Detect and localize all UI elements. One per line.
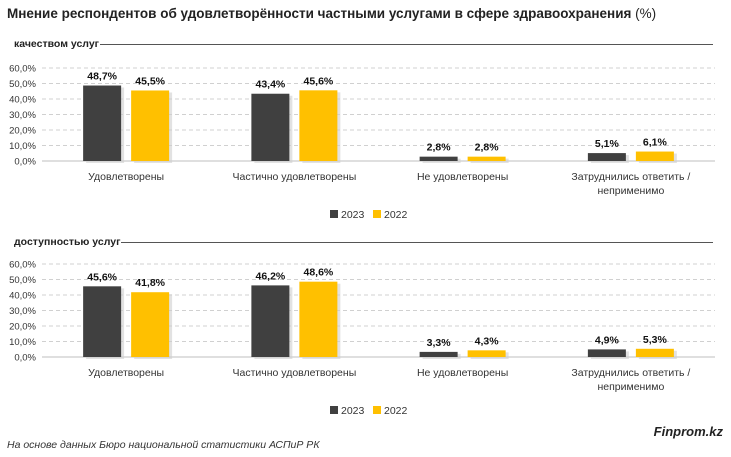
bar-2023-3	[587, 153, 626, 161]
panel-2-chart: 0,0% 10,0% 20,0% 30,0% 40,0% 50,0% 60,0% 45,6% 4…	[9, 260, 715, 417]
y-tick-label: 40,0%	[9, 95, 36, 106]
bar-2022-1	[299, 90, 338, 161]
x-tick-label: Удовлетворены	[88, 367, 164, 379]
data-label: 45,6%	[87, 271, 117, 283]
bar-2023-2	[419, 156, 458, 161]
bar-2023-0	[83, 85, 122, 161]
bar-2023-1	[251, 93, 290, 161]
y-tick-label: 30,0%	[9, 306, 36, 317]
bar-2022-0	[131, 90, 170, 161]
chart-title-text: Мнение респондентов об удовлетворённости…	[7, 6, 632, 21]
data-label: 45,6%	[303, 75, 333, 87]
bar-2022-0	[131, 292, 170, 357]
data-label: 4,3%	[475, 335, 500, 347]
data-label: 5,1%	[595, 138, 620, 150]
x-tick-label: Удовлетворены	[88, 171, 164, 183]
legend-swatch-2022	[373, 406, 381, 414]
bar-2023-0	[83, 286, 122, 357]
y-tick-label: 40,0%	[9, 291, 36, 302]
legend-label: 2022	[384, 405, 408, 417]
bar-2022-3	[635, 348, 674, 357]
bar-2023-1	[251, 285, 290, 357]
y-tick-label: 30,0%	[9, 110, 36, 121]
y-tick-label: 20,0%	[9, 126, 36, 137]
legend-swatch-2022	[373, 210, 381, 218]
data-label: 48,6%	[303, 267, 333, 279]
x-tick-label: неприменимо	[597, 381, 664, 393]
data-label: 6,1%	[643, 137, 668, 149]
panel-1-divider	[100, 44, 713, 45]
y-tick-label: 10,0%	[9, 141, 36, 152]
panel-2-divider	[121, 242, 713, 243]
x-tick-label: Частично удовлетворены	[233, 367, 357, 379]
chart-title: Мнение респондентов об удовлетворённости…	[7, 6, 656, 21]
data-label: 2,8%	[475, 142, 500, 154]
x-tick-label: Не удовлетворены	[417, 171, 508, 183]
y-tick-label: 0,0%	[14, 157, 36, 168]
legend-label: 2022	[384, 209, 408, 221]
legend-swatch-2023	[330, 406, 338, 414]
source-note: На основе данных Бюро национальной стати…	[7, 439, 320, 451]
x-tick-label: Затруднились ответить /	[571, 367, 690, 379]
bar-2022-2	[467, 350, 506, 357]
data-label: 5,3%	[643, 334, 668, 346]
data-label: 46,2%	[255, 270, 285, 282]
panel-1-title: качеством услуг	[14, 38, 100, 50]
legend-label: 2023	[341, 209, 365, 221]
chart-title-unit: (%)	[635, 6, 657, 21]
y-tick-label: 20,0%	[9, 322, 36, 333]
y-tick-label: 50,0%	[9, 79, 36, 90]
legend-swatch-2023	[330, 210, 338, 218]
x-tick-label: Затруднились ответить /	[571, 171, 690, 183]
y-tick-label: 60,0%	[9, 64, 36, 75]
data-label: 2,8%	[427, 142, 452, 154]
y-tick-label: 60,0%	[9, 260, 36, 271]
data-label: 45,5%	[135, 75, 165, 87]
data-label: 3,3%	[427, 337, 452, 349]
x-tick-label: Частично удовлетворены	[233, 171, 357, 183]
data-label: 48,7%	[87, 71, 117, 83]
bar-2022-1	[299, 281, 338, 357]
y-tick-label: 0,0%	[14, 353, 36, 364]
bar-2022-2	[467, 156, 506, 161]
data-label: 43,4%	[255, 79, 285, 91]
panel-1-chart: 0,0% 10,0% 20,0% 30,0% 40,0% 50,0% 60,0% 48,7% 4…	[9, 64, 715, 221]
x-tick-label: неприменимо	[597, 185, 664, 197]
bar-2023-2	[419, 351, 458, 357]
brand-logo-text: Finprom.kz	[653, 424, 723, 439]
panel-2-title: доступностью услуг	[14, 236, 121, 248]
y-tick-label: 10,0%	[9, 337, 36, 348]
y-tick-label: 50,0%	[9, 275, 36, 286]
legend-label: 2023	[341, 405, 365, 417]
data-label: 4,9%	[595, 334, 620, 346]
bar-2022-3	[635, 151, 674, 161]
data-label: 41,8%	[135, 277, 165, 289]
x-tick-label: Не удовлетворены	[417, 367, 508, 379]
bar-2023-3	[587, 349, 626, 357]
